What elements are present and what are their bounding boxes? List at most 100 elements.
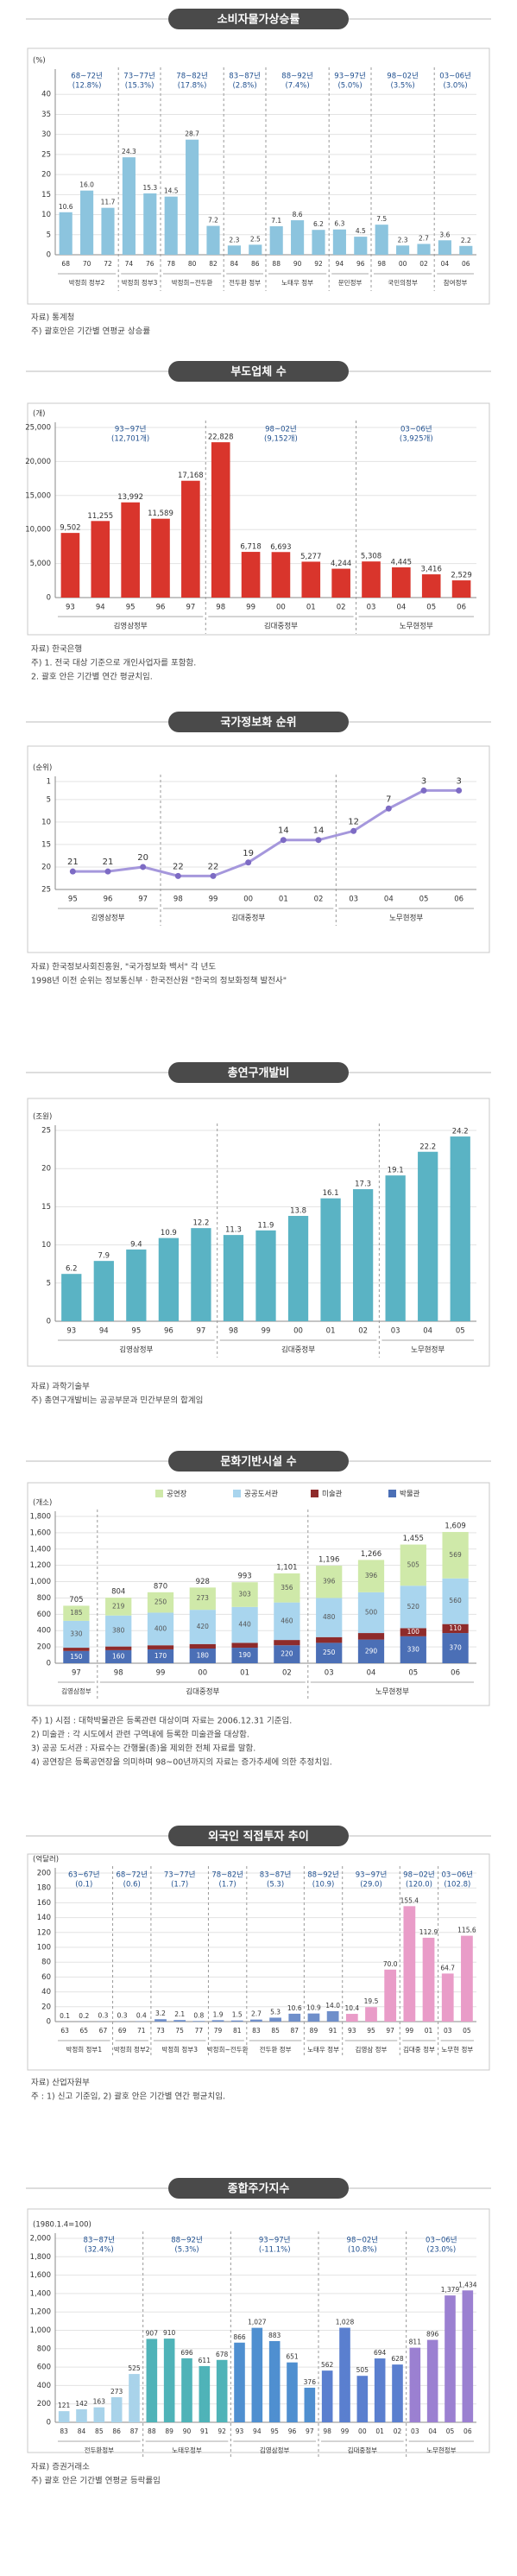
bar-segment xyxy=(105,1649,132,1663)
y-tick-label: 40 xyxy=(41,1988,51,1997)
value-label: 14 xyxy=(278,826,289,836)
group-label: 노무현정부 xyxy=(411,1345,444,1355)
bar xyxy=(444,2295,456,2422)
segment-label: 219 xyxy=(112,1602,125,1610)
group-label: 김대중 정부 xyxy=(403,2045,435,2054)
bar xyxy=(326,2010,339,2022)
value-label: 694 xyxy=(374,2349,387,2357)
bar xyxy=(374,2358,386,2422)
value-label: 12.2 xyxy=(192,1219,209,1228)
y-tick-label: 20 xyxy=(41,863,51,871)
value-label: 5,308 xyxy=(361,553,381,561)
value-label: 11.9 xyxy=(258,1221,274,1230)
value-label: 8.6 xyxy=(293,211,303,218)
line-marker xyxy=(104,868,111,875)
bar xyxy=(450,1136,470,1321)
group-label: 노태우 정부 xyxy=(307,2045,339,2054)
group-label: 전두환 정부 xyxy=(260,2045,292,2054)
x-tick-label: 99 xyxy=(406,2027,414,2035)
x-tick-label: 71 xyxy=(137,2027,146,2035)
value-label: 1,379 xyxy=(441,2286,460,2294)
bar xyxy=(417,244,431,255)
x-tick-label: 97 xyxy=(306,2427,314,2435)
x-tick-label: 01 xyxy=(279,896,288,904)
bar xyxy=(181,2358,192,2422)
bar-segment xyxy=(63,1605,90,1621)
segment-label: 150 xyxy=(70,1653,83,1661)
value-label: 2.7 xyxy=(251,2010,262,2018)
bar xyxy=(163,2339,175,2422)
y-tick-label: 20 xyxy=(41,1165,51,1174)
bar xyxy=(122,157,136,255)
period-average: (5.3%) xyxy=(174,2246,199,2255)
y-tick-label: 0 xyxy=(47,594,51,603)
y-tick-label: 1,000 xyxy=(30,1578,51,1586)
value-label: 121 xyxy=(58,2402,71,2409)
group-label: 박정희~전두환 xyxy=(207,2045,249,2054)
chart-title: 국가정보화 순위 xyxy=(220,716,296,730)
bar xyxy=(143,193,157,255)
x-tick-label: 81 xyxy=(233,2027,242,2035)
x-tick-label: 95 xyxy=(270,2427,279,2435)
x-tick-label: 03 xyxy=(444,2027,452,2035)
value-label: 11,589 xyxy=(148,510,173,518)
x-tick-label: 68 xyxy=(61,260,70,268)
bar xyxy=(61,1274,82,1321)
y-tick-label: 10 xyxy=(41,1241,51,1250)
period-label: 03~06년 xyxy=(426,2236,457,2245)
x-tick-label: 01 xyxy=(326,1327,336,1336)
bar xyxy=(287,1216,309,1321)
value-label: 14.0 xyxy=(325,2002,340,2010)
x-tick-label: 00 xyxy=(276,604,286,612)
banner xyxy=(168,1826,349,1846)
period-average: (10.9) xyxy=(312,1881,335,1889)
x-tick-label: 95 xyxy=(68,896,78,904)
bar xyxy=(345,2014,358,2022)
period-average: (0.1) xyxy=(75,1881,92,1889)
bar xyxy=(251,2327,263,2422)
x-tick-label: 93 xyxy=(236,2427,244,2435)
bar-segment xyxy=(316,1636,343,1643)
x-tick-label: 01 xyxy=(306,604,316,612)
unit-label: (순위) xyxy=(33,764,52,773)
bar xyxy=(362,561,381,598)
x-tick-label: 97 xyxy=(197,1327,206,1336)
value-label: 10.6 xyxy=(287,2004,302,2012)
bar-segment xyxy=(400,1628,426,1636)
x-tick-label: 93 xyxy=(66,604,75,612)
bar xyxy=(206,225,220,255)
value-label: 22 xyxy=(208,862,219,871)
bar xyxy=(211,442,230,598)
y-tick-label: 160 xyxy=(37,1899,51,1908)
chart-title: 총연구개발비 xyxy=(228,1066,290,1080)
value-label: 1,027 xyxy=(248,2319,267,2326)
value-label: 2.3 xyxy=(229,236,239,244)
bar xyxy=(255,1230,276,1321)
bar xyxy=(216,2359,228,2422)
x-tick-label: 89 xyxy=(165,2427,173,2435)
value-label: 14 xyxy=(313,826,325,836)
group-label: 노태우정부 xyxy=(172,2446,202,2454)
group-label: 참여정부 xyxy=(444,278,468,287)
x-tick-label: 99 xyxy=(156,1669,166,1678)
line-marker xyxy=(140,864,147,870)
period-average: (3,925개) xyxy=(400,434,433,444)
x-tick-label: 98 xyxy=(229,1327,238,1336)
group-label: 노무현정부 xyxy=(389,914,423,923)
bar xyxy=(110,2396,123,2422)
value-label: 811 xyxy=(409,2339,422,2346)
x-tick-label: 88 xyxy=(148,2427,156,2435)
period-average: (1.7) xyxy=(219,1881,236,1889)
value-label: 3,416 xyxy=(421,566,442,574)
total-label: 1,101 xyxy=(276,1564,297,1573)
y-tick-label: 20,000 xyxy=(25,458,51,466)
x-tick-label: 99 xyxy=(341,2427,350,2435)
bar xyxy=(199,2365,211,2422)
segment-label: 396 xyxy=(323,1578,336,1585)
segment-label: 303 xyxy=(238,1591,251,1598)
source-note: 자료) 산업자원부 xyxy=(31,2078,90,2088)
x-tick-label: 88 xyxy=(272,260,281,268)
segment-label: 273 xyxy=(197,1594,210,1602)
x-tick-label: 94 xyxy=(96,604,105,612)
y-tick-label: 1,200 xyxy=(30,1561,51,1570)
